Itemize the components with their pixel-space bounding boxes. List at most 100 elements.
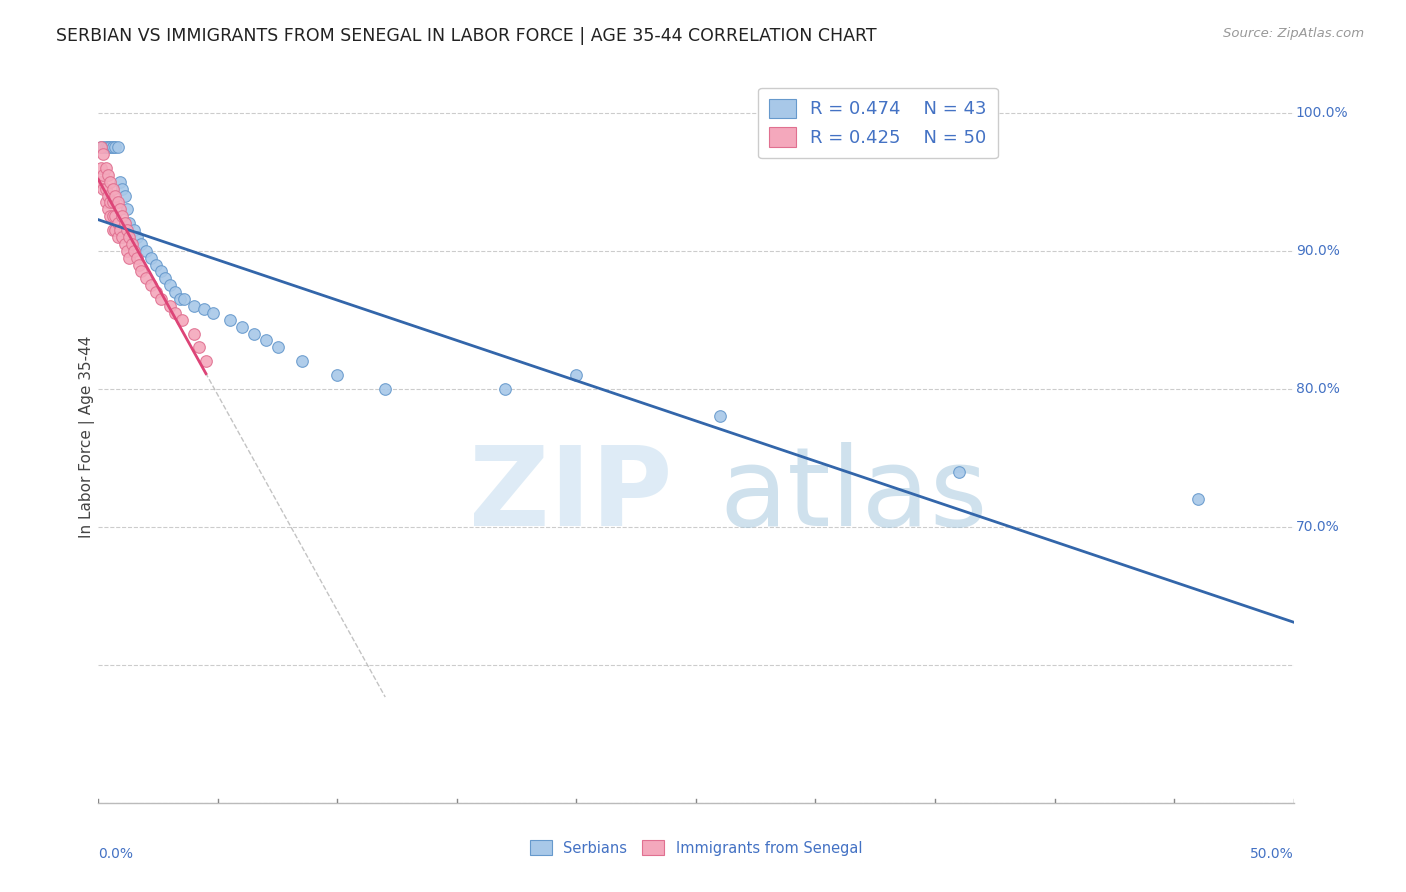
Point bbox=[183, 326, 205, 341]
Point bbox=[243, 326, 266, 341]
Point bbox=[128, 258, 150, 272]
Point bbox=[114, 188, 136, 202]
Point bbox=[90, 140, 112, 154]
Text: ZIP: ZIP bbox=[468, 442, 672, 549]
Point bbox=[115, 223, 138, 237]
Y-axis label: In Labor Force | Age 35-44: In Labor Force | Age 35-44 bbox=[79, 336, 96, 538]
Point bbox=[104, 223, 127, 237]
Point bbox=[139, 278, 162, 293]
Legend: Serbians, Immigrants from Senegal: Serbians, Immigrants from Senegal bbox=[524, 834, 868, 862]
Point bbox=[101, 223, 124, 237]
Point bbox=[948, 465, 970, 479]
Point bbox=[118, 251, 141, 265]
Point bbox=[114, 236, 136, 251]
Point bbox=[97, 140, 120, 154]
Point bbox=[108, 202, 131, 217]
Point bbox=[97, 188, 120, 202]
Point bbox=[97, 168, 120, 182]
Point bbox=[131, 236, 153, 251]
Text: 90.0%: 90.0% bbox=[1296, 244, 1340, 258]
Point bbox=[193, 301, 215, 316]
Point bbox=[107, 230, 129, 244]
Point bbox=[114, 216, 136, 230]
Point bbox=[172, 312, 194, 326]
Point bbox=[98, 140, 122, 154]
Point bbox=[108, 223, 131, 237]
Point bbox=[254, 334, 277, 348]
Point bbox=[183, 299, 205, 313]
Point bbox=[163, 306, 186, 320]
Point bbox=[195, 354, 218, 368]
Point bbox=[494, 382, 516, 396]
Point bbox=[97, 202, 120, 217]
Point bbox=[98, 209, 122, 223]
Point bbox=[118, 216, 141, 230]
Point bbox=[94, 182, 117, 196]
Point bbox=[90, 175, 112, 189]
Point bbox=[231, 319, 253, 334]
Text: 0.0%: 0.0% bbox=[98, 847, 134, 861]
Point bbox=[374, 382, 396, 396]
Point bbox=[115, 202, 138, 217]
Point bbox=[163, 285, 186, 300]
Point bbox=[101, 209, 124, 223]
Point bbox=[91, 147, 114, 161]
Point bbox=[145, 258, 167, 272]
Point bbox=[121, 236, 143, 251]
Point bbox=[104, 140, 127, 154]
Point bbox=[145, 285, 167, 300]
Point bbox=[111, 230, 134, 244]
Point bbox=[101, 195, 124, 210]
Point bbox=[94, 140, 117, 154]
Point bbox=[326, 368, 349, 382]
Point bbox=[97, 140, 120, 154]
Point bbox=[124, 223, 146, 237]
Point bbox=[267, 340, 290, 354]
Point bbox=[187, 340, 209, 354]
Point bbox=[124, 244, 146, 258]
Point bbox=[104, 188, 127, 202]
Point bbox=[108, 175, 131, 189]
Point bbox=[98, 195, 122, 210]
Point bbox=[159, 299, 181, 313]
Point bbox=[107, 216, 129, 230]
Point bbox=[107, 140, 129, 154]
Point bbox=[94, 195, 117, 210]
Point bbox=[291, 354, 314, 368]
Point bbox=[155, 271, 177, 285]
Point bbox=[131, 264, 153, 278]
Point bbox=[149, 264, 172, 278]
Point bbox=[111, 182, 134, 196]
Text: SERBIAN VS IMMIGRANTS FROM SENEGAL IN LABOR FORCE | AGE 35-44 CORRELATION CHART: SERBIAN VS IMMIGRANTS FROM SENEGAL IN LA… bbox=[56, 27, 877, 45]
Point bbox=[90, 140, 112, 154]
Text: atlas: atlas bbox=[720, 442, 988, 549]
Point bbox=[107, 195, 129, 210]
Point bbox=[118, 230, 141, 244]
Point bbox=[169, 292, 191, 306]
Point bbox=[91, 168, 114, 182]
Point bbox=[135, 244, 157, 258]
Text: 70.0%: 70.0% bbox=[1296, 520, 1340, 533]
Point bbox=[135, 271, 157, 285]
Point bbox=[709, 409, 731, 424]
Point bbox=[90, 161, 112, 175]
Point bbox=[219, 312, 242, 326]
Point bbox=[565, 368, 588, 382]
Point bbox=[98, 175, 122, 189]
Text: 100.0%: 100.0% bbox=[1296, 106, 1348, 120]
Point bbox=[125, 251, 148, 265]
Point bbox=[149, 292, 172, 306]
Point bbox=[173, 292, 195, 306]
Text: 50.0%: 50.0% bbox=[1250, 847, 1294, 861]
Point bbox=[104, 209, 127, 223]
Point bbox=[125, 230, 148, 244]
Point bbox=[202, 306, 225, 320]
Point bbox=[1187, 492, 1209, 507]
Point bbox=[139, 251, 162, 265]
Text: Source: ZipAtlas.com: Source: ZipAtlas.com bbox=[1223, 27, 1364, 40]
Point bbox=[101, 140, 124, 154]
Point bbox=[159, 278, 181, 293]
Point bbox=[111, 209, 134, 223]
Point bbox=[91, 182, 114, 196]
Point bbox=[101, 182, 124, 196]
